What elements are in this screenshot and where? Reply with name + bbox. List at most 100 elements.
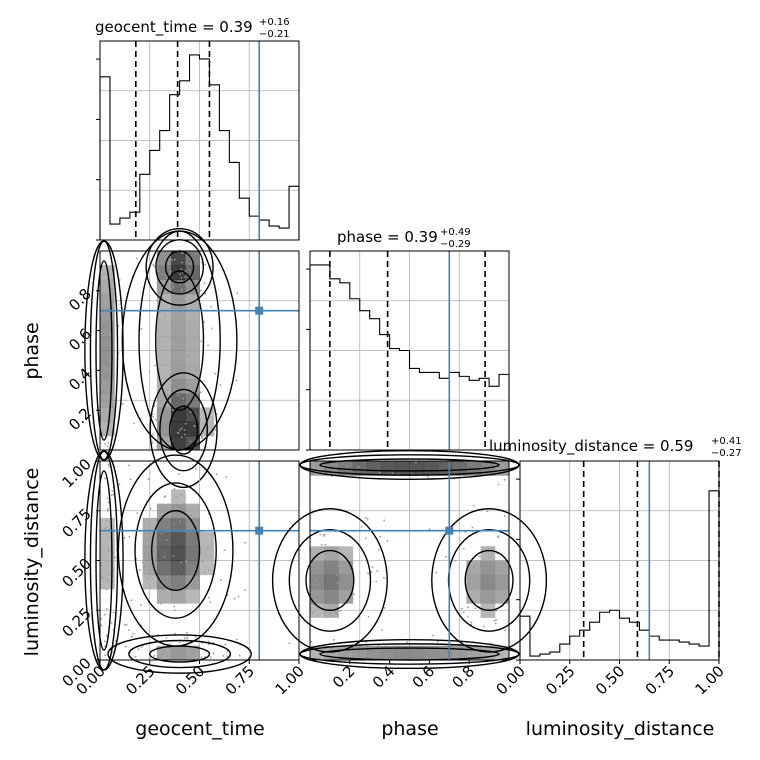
sample-point (165, 277, 168, 280)
sample-point (503, 515, 506, 517)
sample-point (173, 649, 176, 652)
density-cell (100, 350, 115, 366)
sample-point (158, 311, 161, 313)
sample-point (244, 541, 247, 544)
sample-point (204, 572, 206, 574)
density-cell (171, 421, 186, 437)
sample-point (183, 433, 186, 436)
contour (128, 639, 232, 669)
contour (84, 450, 124, 671)
sample-point (100, 294, 103, 297)
density-cell (171, 336, 186, 351)
sample-point (141, 561, 144, 564)
sample-point (235, 379, 238, 382)
density-cell (100, 336, 115, 351)
sample-point (139, 569, 141, 571)
density-cell (395, 645, 410, 661)
sample-point (180, 427, 183, 430)
sample-point (194, 568, 197, 571)
density-cell (185, 503, 200, 519)
sample-point (467, 606, 469, 609)
density-cell (156, 251, 172, 266)
hist-step-geocent_time (99, 54, 300, 240)
sample-point (478, 555, 481, 558)
sample-point (161, 436, 164, 438)
sample-point (380, 629, 383, 631)
sample-point (480, 592, 482, 595)
sample-point (100, 329, 102, 331)
ytick-label: 0.75 (58, 505, 94, 541)
sample-point (176, 511, 179, 514)
sample-point (371, 566, 374, 569)
sample-point (224, 643, 227, 646)
sample-point (497, 483, 500, 486)
sample-point (201, 560, 204, 563)
sample-point (225, 476, 228, 478)
sample-point (140, 604, 142, 606)
contour (107, 634, 252, 674)
density-cell (324, 560, 339, 576)
sample-point (107, 329, 110, 332)
truth-marker (445, 526, 454, 535)
sample-point (383, 607, 386, 609)
density-cell (185, 336, 200, 351)
density-cell (480, 560, 496, 576)
sample-point (436, 640, 439, 643)
sample-point (467, 560, 470, 563)
sample-point (179, 273, 182, 276)
density-cell (494, 574, 510, 590)
sample-point (172, 523, 175, 526)
panel-frame (99, 250, 300, 451)
xlabel-phase: phase (381, 718, 438, 740)
sample-point (226, 655, 229, 658)
sample-point (171, 382, 174, 385)
contour (95, 260, 113, 441)
sample-point (188, 269, 191, 271)
sample-point (104, 477, 106, 480)
sample-point (445, 555, 447, 558)
sample-point (314, 562, 317, 565)
sample-point (180, 276, 183, 279)
sample-point (189, 411, 192, 413)
truth-marker (255, 306, 264, 315)
sample-point (500, 599, 502, 602)
sample-point (336, 606, 338, 609)
sample-point (215, 473, 218, 476)
sample-point (186, 636, 189, 639)
density-cell (395, 461, 410, 476)
sample-point (386, 540, 389, 542)
sample-point (493, 619, 496, 622)
sample-point (367, 615, 370, 618)
sample-point (106, 508, 109, 510)
sample-point (127, 629, 130, 632)
sample-point (207, 596, 210, 599)
sample-point (318, 657, 321, 660)
density-cell (338, 574, 354, 590)
xtick-label: 0.75 (222, 662, 258, 698)
sample-point (376, 570, 379, 572)
sample-point (149, 507, 152, 510)
sample-point (130, 635, 133, 638)
sample-point (379, 535, 382, 538)
sample-point (316, 592, 319, 595)
contour (145, 228, 214, 306)
sample-point (105, 634, 108, 637)
density-cell (156, 364, 172, 380)
sample-point (315, 462, 318, 465)
sample-point (366, 517, 369, 520)
sample-point (180, 261, 183, 264)
density-cell (199, 546, 215, 561)
sample-point (105, 519, 108, 522)
contour (271, 508, 388, 653)
density-cell (185, 407, 200, 423)
hist-panel-geocent_time (96, 40, 300, 241)
density-cell (381, 461, 396, 476)
sample-point (112, 493, 115, 496)
density-cell (452, 461, 467, 476)
title-geocent-time: geocent_time = 0.39 (95, 18, 253, 37)
sample-point (107, 465, 110, 468)
sample-point (312, 592, 315, 594)
sample-point (107, 301, 110, 304)
sample-point (310, 640, 313, 643)
sample-point (165, 637, 168, 639)
